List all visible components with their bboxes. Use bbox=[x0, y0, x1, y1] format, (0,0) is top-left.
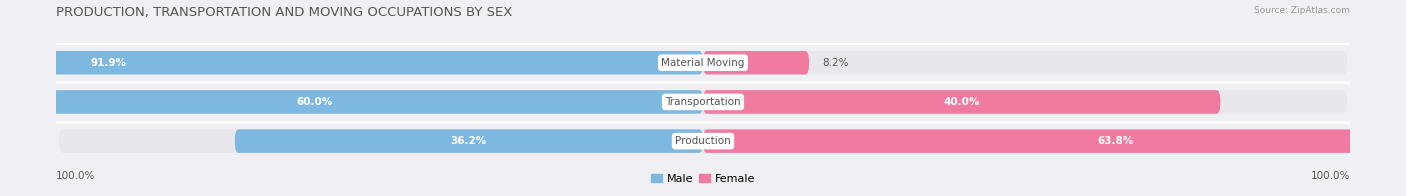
FancyBboxPatch shape bbox=[235, 129, 703, 153]
FancyBboxPatch shape bbox=[703, 51, 808, 74]
Text: Material Moving: Material Moving bbox=[661, 58, 745, 68]
Text: 8.2%: 8.2% bbox=[823, 58, 848, 68]
FancyBboxPatch shape bbox=[59, 90, 1347, 114]
FancyBboxPatch shape bbox=[59, 129, 1347, 153]
FancyBboxPatch shape bbox=[703, 90, 1220, 114]
Text: 60.0%: 60.0% bbox=[297, 97, 333, 107]
Text: 100.0%: 100.0% bbox=[1310, 171, 1350, 181]
Text: 36.2%: 36.2% bbox=[451, 136, 486, 146]
FancyBboxPatch shape bbox=[0, 90, 703, 114]
Text: PRODUCTION, TRANSPORTATION AND MOVING OCCUPATIONS BY SEX: PRODUCTION, TRANSPORTATION AND MOVING OC… bbox=[56, 6, 513, 19]
Text: 91.9%: 91.9% bbox=[90, 58, 127, 68]
FancyBboxPatch shape bbox=[0, 51, 703, 74]
FancyBboxPatch shape bbox=[59, 51, 1347, 74]
Text: Transportation: Transportation bbox=[665, 97, 741, 107]
FancyBboxPatch shape bbox=[703, 129, 1406, 153]
Text: 40.0%: 40.0% bbox=[943, 97, 980, 107]
Text: Production: Production bbox=[675, 136, 731, 146]
Legend: Male, Female: Male, Female bbox=[647, 170, 759, 189]
Text: Source: ZipAtlas.com: Source: ZipAtlas.com bbox=[1254, 6, 1350, 15]
Text: 63.8%: 63.8% bbox=[1098, 136, 1133, 146]
Text: 100.0%: 100.0% bbox=[56, 171, 96, 181]
